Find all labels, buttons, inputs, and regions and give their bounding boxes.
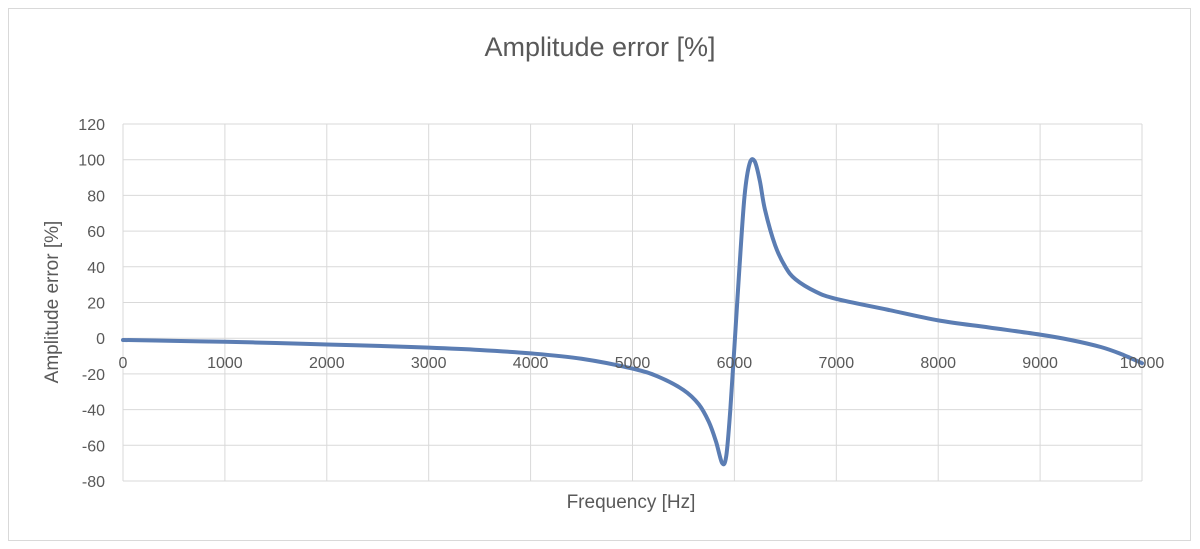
x-tick-label: 0 xyxy=(119,355,128,372)
y-tick-label: -80 xyxy=(82,474,105,491)
x-tick-label: 1000 xyxy=(207,355,243,372)
series-line xyxy=(121,157,1144,467)
y-tick-label: 0 xyxy=(96,331,105,348)
x-tick-label: 4000 xyxy=(513,355,549,372)
y-tick-label: 40 xyxy=(87,260,105,277)
x-tick-label: 9000 xyxy=(1022,355,1058,372)
y-tick-label: 80 xyxy=(87,188,105,205)
y-tick-label: -20 xyxy=(82,367,105,384)
y-tick-label: 20 xyxy=(87,296,105,313)
y-tick-label: -40 xyxy=(82,403,105,420)
y-tick-label: 60 xyxy=(87,224,105,241)
x-tick-label: 5000 xyxy=(615,355,651,372)
chart-title: Amplitude error [%] xyxy=(484,32,715,62)
series-layer xyxy=(121,157,1144,467)
x-tick-label: 3000 xyxy=(411,355,447,372)
y-tick-label: 120 xyxy=(78,117,105,134)
x-tick-label: 10000 xyxy=(1120,355,1165,372)
x-tick-label: 6000 xyxy=(717,355,753,372)
y-tick-labels: 120 100 80 60 40 20 0 -20 -40 -60 -80 xyxy=(78,117,105,491)
chart-frame xyxy=(8,8,1191,541)
y-tick-label: 100 xyxy=(78,153,105,170)
x-tick-label: 2000 xyxy=(309,355,345,372)
y-axis-title: Amplitude error [%] xyxy=(42,221,63,384)
x-tick-label: 8000 xyxy=(920,355,956,372)
x-axis-title: Frequency [Hz] xyxy=(567,492,696,513)
x-tick-labels: 0 1000 2000 3000 4000 5000 6000 7000 8000 9000 100… xyxy=(119,355,1165,372)
x-tick-label: 7000 xyxy=(819,355,855,372)
gridlines xyxy=(122,123,1143,482)
y-tick-label: -60 xyxy=(82,438,105,455)
